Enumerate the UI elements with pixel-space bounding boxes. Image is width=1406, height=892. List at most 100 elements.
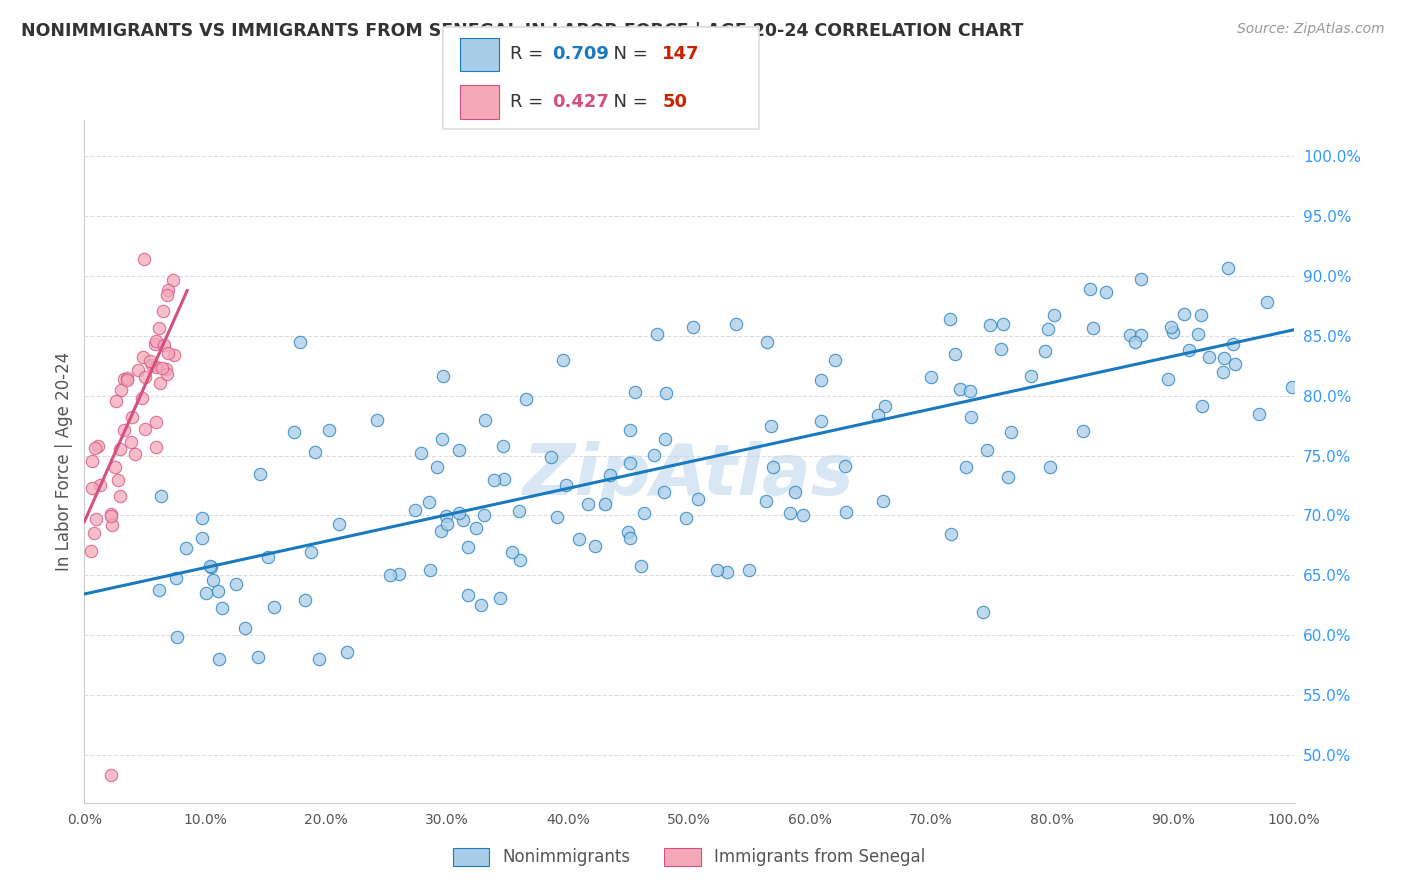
Point bbox=[86, 512, 108, 526]
Point bbox=[328, 517, 350, 532]
Text: N =: N = bbox=[602, 93, 654, 111]
Point bbox=[87, 439, 110, 453]
Point bbox=[207, 583, 229, 598]
Point bbox=[165, 571, 187, 585]
Point bbox=[990, 342, 1012, 356]
Point bbox=[515, 392, 537, 407]
Point bbox=[419, 563, 441, 577]
Point bbox=[263, 599, 285, 614]
Point bbox=[418, 495, 440, 509]
Point bbox=[1000, 425, 1022, 439]
Point bbox=[873, 399, 896, 413]
Point bbox=[484, 473, 506, 487]
Point bbox=[283, 425, 305, 439]
Point bbox=[143, 337, 166, 351]
Point bbox=[155, 362, 177, 376]
Point bbox=[976, 443, 998, 458]
Point bbox=[366, 413, 388, 427]
Point bbox=[294, 592, 316, 607]
Point bbox=[152, 304, 174, 318]
Point bbox=[492, 472, 515, 486]
Point bbox=[162, 273, 184, 287]
Point bbox=[429, 524, 451, 538]
Point bbox=[725, 318, 748, 332]
Point bbox=[83, 525, 105, 540]
Point bbox=[145, 440, 167, 454]
Point bbox=[872, 494, 894, 508]
Point bbox=[208, 652, 231, 666]
Point bbox=[949, 382, 972, 396]
Point bbox=[959, 384, 981, 399]
Point bbox=[1071, 425, 1094, 439]
Point bbox=[943, 347, 966, 361]
Point bbox=[426, 459, 449, 474]
Point bbox=[492, 438, 515, 452]
Point bbox=[409, 445, 432, 459]
Point bbox=[1212, 365, 1234, 379]
Point bbox=[474, 413, 496, 427]
Point bbox=[139, 353, 162, 368]
Point bbox=[706, 563, 728, 577]
Point bbox=[470, 599, 492, 613]
Point bbox=[1130, 328, 1153, 343]
Point bbox=[762, 460, 785, 475]
Point bbox=[432, 369, 454, 384]
Point bbox=[148, 321, 170, 335]
Point bbox=[576, 497, 599, 511]
Point bbox=[1078, 283, 1101, 297]
Point bbox=[304, 445, 326, 459]
Point bbox=[686, 492, 709, 507]
Point bbox=[1281, 379, 1303, 393]
Point bbox=[834, 459, 856, 474]
Point bbox=[716, 565, 738, 579]
Text: R =: R = bbox=[510, 93, 550, 111]
Point bbox=[920, 369, 942, 384]
Point bbox=[1160, 320, 1182, 334]
Point bbox=[190, 531, 212, 545]
Point bbox=[960, 410, 983, 425]
Point bbox=[1178, 343, 1201, 357]
Point bbox=[202, 573, 225, 587]
Point bbox=[654, 386, 676, 401]
Point bbox=[432, 432, 454, 446]
Point bbox=[198, 558, 221, 573]
Point bbox=[738, 563, 761, 577]
Point bbox=[107, 473, 129, 487]
Point bbox=[489, 591, 512, 605]
Point bbox=[633, 506, 655, 520]
Point bbox=[643, 448, 665, 462]
Point bbox=[308, 652, 330, 666]
Point bbox=[83, 441, 105, 455]
Point bbox=[465, 521, 488, 535]
Point bbox=[404, 502, 426, 516]
Point bbox=[1083, 321, 1105, 335]
Point bbox=[939, 526, 962, 541]
Text: NONIMMIGRANTS VS IMMIGRANTS FROM SENEGAL IN LABOR FORCE | AGE 20-24 CORRELATION : NONIMMIGRANTS VS IMMIGRANTS FROM SENEGAL… bbox=[21, 22, 1024, 40]
Point bbox=[568, 532, 591, 546]
Point bbox=[1129, 272, 1152, 286]
Text: N =: N = bbox=[602, 45, 654, 63]
Point bbox=[247, 650, 270, 665]
Point bbox=[233, 621, 256, 635]
Point bbox=[1218, 260, 1240, 275]
Point bbox=[1187, 326, 1209, 341]
Point bbox=[645, 326, 668, 341]
Point bbox=[619, 456, 641, 470]
Point bbox=[1189, 309, 1212, 323]
Point bbox=[979, 318, 1001, 332]
Point bbox=[810, 414, 832, 428]
Point bbox=[134, 252, 156, 267]
Point bbox=[509, 553, 531, 567]
Point bbox=[583, 540, 606, 554]
Point bbox=[110, 442, 132, 457]
Point bbox=[991, 317, 1014, 331]
Point bbox=[105, 394, 128, 409]
Point bbox=[89, 478, 111, 492]
Point bbox=[792, 508, 814, 522]
Point bbox=[100, 507, 122, 521]
Point bbox=[115, 371, 138, 385]
Point bbox=[1198, 350, 1220, 364]
Point bbox=[756, 335, 779, 350]
Point bbox=[110, 383, 132, 397]
Point bbox=[630, 559, 652, 574]
